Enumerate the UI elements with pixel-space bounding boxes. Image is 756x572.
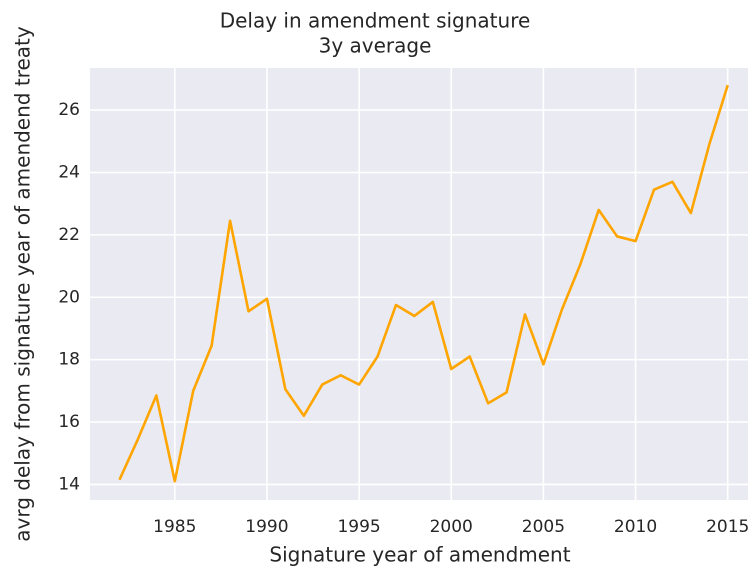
y-tick-label: 26 xyxy=(58,100,80,120)
y-axis-label: avrg delay from signature year of amende… xyxy=(11,26,35,542)
x-tick-label: 1995 xyxy=(337,517,380,537)
y-tick-label: 24 xyxy=(58,162,80,182)
chart-title: Delay in amendment signature xyxy=(220,9,531,33)
x-axis-label: Signature year of amendment xyxy=(269,543,570,567)
x-tick-label: 1985 xyxy=(153,517,196,537)
data-line xyxy=(118,84,729,483)
plot-area xyxy=(90,68,748,500)
x-tick-label: 2000 xyxy=(430,517,473,537)
x-tick-label: 2010 xyxy=(614,517,657,537)
y-tick-label: 14 xyxy=(58,474,80,494)
x-tick-label: 2015 xyxy=(706,517,749,537)
y-tick-label: 20 xyxy=(58,287,80,307)
x-tick-label: 1990 xyxy=(245,517,288,537)
chart-subtitle: 3y average xyxy=(319,34,432,58)
y-tick-label: 22 xyxy=(58,225,80,245)
x-tick-label: 2005 xyxy=(522,517,565,537)
y-tick-label: 18 xyxy=(58,350,80,370)
y-tick-label: 16 xyxy=(58,412,80,432)
